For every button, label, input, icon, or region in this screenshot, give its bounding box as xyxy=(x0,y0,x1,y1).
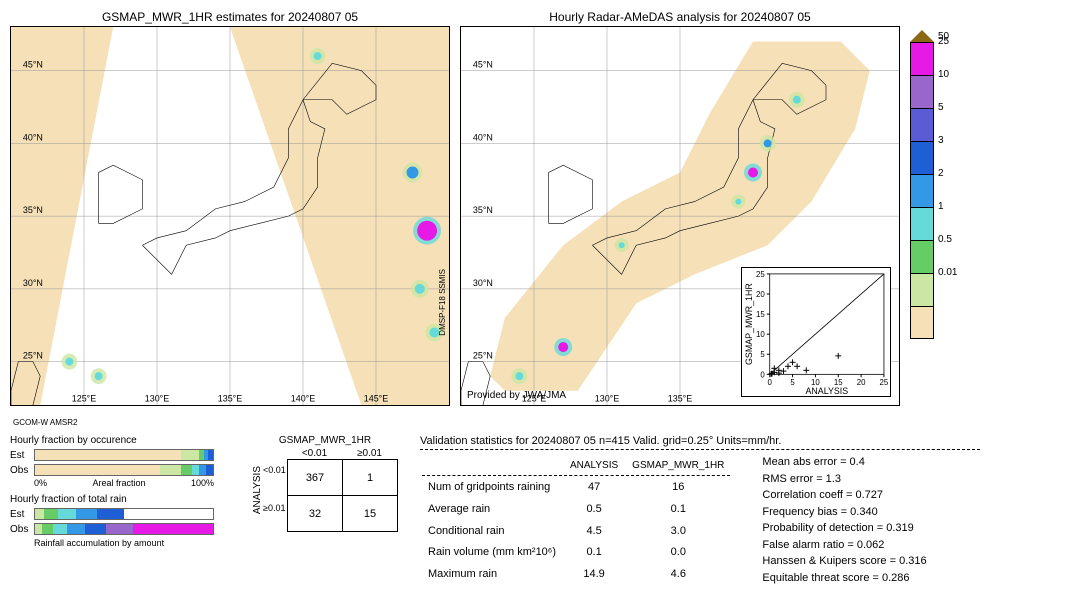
ct-rl0: <0.01 xyxy=(263,465,286,475)
ctable-col1: ≥0.01 xyxy=(342,448,397,459)
svg-text:ANALYSIS: ANALYSIS xyxy=(805,386,848,396)
ct-11: 15 xyxy=(343,496,398,532)
hbar-axis-100: 100% xyxy=(191,478,214,488)
ct-rl1: ≥0.01 xyxy=(263,503,285,513)
svg-text:20: 20 xyxy=(857,378,866,387)
svg-text:35°N: 35°N xyxy=(473,205,493,215)
svg-text:GSMAP_MWR_1HR: GSMAP_MWR_1HR xyxy=(744,284,754,366)
contingency-table: 3671 3215 xyxy=(287,459,398,532)
svg-text:25: 25 xyxy=(880,378,889,387)
stats-table: ANALYSISGSMAP_MWR_1HRNum of gridpoints r… xyxy=(420,454,732,586)
colorbar: 50251053210.50.01 xyxy=(910,10,980,410)
right-map-wrap: Hourly Radar-AMeDAS analysis for 2024080… xyxy=(460,10,900,410)
left-map-wrap: GSMAP_MWR_1HR estimates for 20240807 05 … xyxy=(10,10,450,410)
svg-text:40°N: 40°N xyxy=(23,132,43,142)
left-map-title: GSMAP_MWR_1HR estimates for 20240807 05 xyxy=(10,10,450,24)
svg-text:25°N: 25°N xyxy=(473,351,493,361)
stats-metrics: Mean abs error = 0.4RMS error = 1.3Corre… xyxy=(762,454,926,586)
ct-10: 32 xyxy=(288,496,343,532)
svg-text:125°E: 125°E xyxy=(72,393,96,403)
svg-text:140°E: 140°E xyxy=(291,393,315,403)
hbar-section: Hourly fraction by occurence EstObs 0% A… xyxy=(10,435,230,600)
svg-text:25°N: 25°N xyxy=(23,351,43,361)
bottom-row: Hourly fraction by occurence EstObs 0% A… xyxy=(10,420,980,600)
ct-01: 1 xyxy=(343,460,398,496)
svg-text:5: 5 xyxy=(790,378,795,387)
stats-section: Validation statistics for 20240807 05 n=… xyxy=(420,435,980,600)
hbar-axis-0: 0% xyxy=(34,478,47,488)
svg-text:0: 0 xyxy=(760,371,765,380)
stats-title: Validation statistics for 20240807 05 n=… xyxy=(420,435,980,450)
svg-text:40°N: 40°N xyxy=(473,132,493,142)
svg-text:5: 5 xyxy=(760,350,765,359)
svg-text:130°E: 130°E xyxy=(145,393,169,403)
svg-text:0: 0 xyxy=(768,378,773,387)
svg-text:30°N: 30°N xyxy=(473,278,493,288)
svg-text:135°E: 135°E xyxy=(668,393,692,403)
hbar-rain-title: Hourly fraction of total rain xyxy=(10,494,230,505)
scatter-inset: 00551010151520202525ANALYSISGSMAP_MWR_1H… xyxy=(741,267,891,397)
svg-text:35°N: 35°N xyxy=(23,205,43,215)
ctable-title: GSMAP_MWR_1HR xyxy=(245,435,405,446)
left-map-panel: 125°E 130°E 135°E 140°E 145°E 25°N 30°N 35°N 40°… xyxy=(10,26,450,406)
svg-text:25: 25 xyxy=(756,270,765,279)
left-map-svg: 125°E 130°E 135°E 140°E 145°E 25°N 30°N 35°N 40°… xyxy=(11,27,449,405)
svg-text:10: 10 xyxy=(756,330,765,339)
swath2-label: DMSP-F18 SSMIS xyxy=(438,269,447,336)
hbar-footer: Rainfall accumulation by amount xyxy=(34,538,230,548)
ctable-yaxis: ANALYSIS xyxy=(252,466,263,514)
hbar-axis-c: Areal fraction xyxy=(92,478,145,488)
ctable-col0: <0.01 xyxy=(287,448,342,459)
right-map-panel: 125°E130°E135°E25°N30°N35°N40°N45°N Prov… xyxy=(460,26,900,406)
contingency-section: GSMAP_MWR_1HR ANALYSIS <0.01 ≥0.01 3671 … xyxy=(245,435,405,600)
svg-text:45°N: 45°N xyxy=(473,60,493,70)
svg-text:30°N: 30°N xyxy=(23,278,43,288)
svg-text:45°N: 45°N xyxy=(23,60,43,70)
svg-text:145°E: 145°E xyxy=(364,393,388,403)
hbar-occ-title: Hourly fraction by occurence xyxy=(10,435,230,446)
map-credit: Provided by JWA/JMA xyxy=(467,390,566,401)
svg-text:15: 15 xyxy=(756,310,765,319)
svg-text:20: 20 xyxy=(756,290,765,299)
swath1-label: GCOM-W AMSR2 xyxy=(13,418,77,427)
svg-text:135°E: 135°E xyxy=(218,393,242,403)
right-map-title: Hourly Radar-AMeDAS analysis for 2024080… xyxy=(460,10,900,24)
ct-00: 367 xyxy=(288,460,343,496)
figure-grid: GSMAP_MWR_1HR estimates for 20240807 05 … xyxy=(10,10,1070,600)
svg-text:130°E: 130°E xyxy=(595,393,619,403)
